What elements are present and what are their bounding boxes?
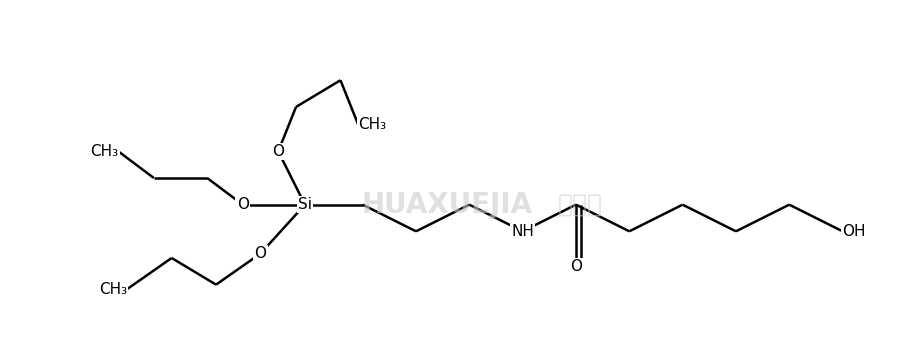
Text: O: O [272,144,284,159]
Text: O: O [569,260,581,274]
Text: HUAXUEJIA: HUAXUEJIA [361,191,532,219]
Text: O: O [254,246,266,261]
Text: CH₃: CH₃ [90,144,118,159]
Text: CH₃: CH₃ [358,117,386,132]
Text: Si: Si [298,197,312,212]
Text: CH₃: CH₃ [99,282,127,297]
Text: NH: NH [511,224,534,239]
Text: OH: OH [842,224,865,239]
Text: 化学加: 化学加 [558,193,602,217]
Text: O: O [237,197,249,212]
